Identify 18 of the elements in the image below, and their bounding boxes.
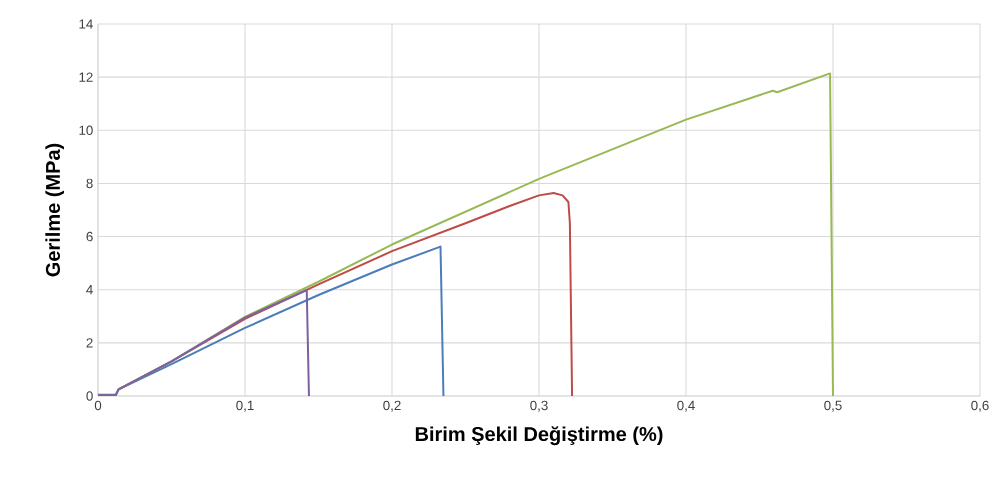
- line-series: [98, 288, 310, 396]
- y-tick-label: 8: [86, 178, 93, 189]
- x-tick-label: 0,1: [236, 400, 254, 412]
- x-tick-label: 0,4: [677, 400, 695, 412]
- x-tick-label: 0,2: [383, 400, 401, 412]
- y-tick-label: 0: [86, 391, 93, 401]
- y-tick-label: 4: [86, 285, 93, 295]
- x-tick-label: 0,5: [824, 400, 842, 412]
- x-tick-label: 0,3: [530, 400, 548, 412]
- y-tick-label: 6: [86, 231, 93, 242]
- y-axis-title: Gerilme (MPa): [45, 143, 64, 277]
- y-tick-label: 12: [79, 72, 93, 82]
- y-tick-label: 2: [86, 338, 93, 348]
- x-axis-title: Birim Şekil Değiştirme (%): [415, 426, 663, 446]
- y-tick-label: 10: [79, 125, 93, 135]
- x-tick-label: 0,6: [971, 400, 989, 412]
- x-tick-label: 0: [94, 400, 102, 411]
- y-tick-label: 14: [79, 19, 93, 29]
